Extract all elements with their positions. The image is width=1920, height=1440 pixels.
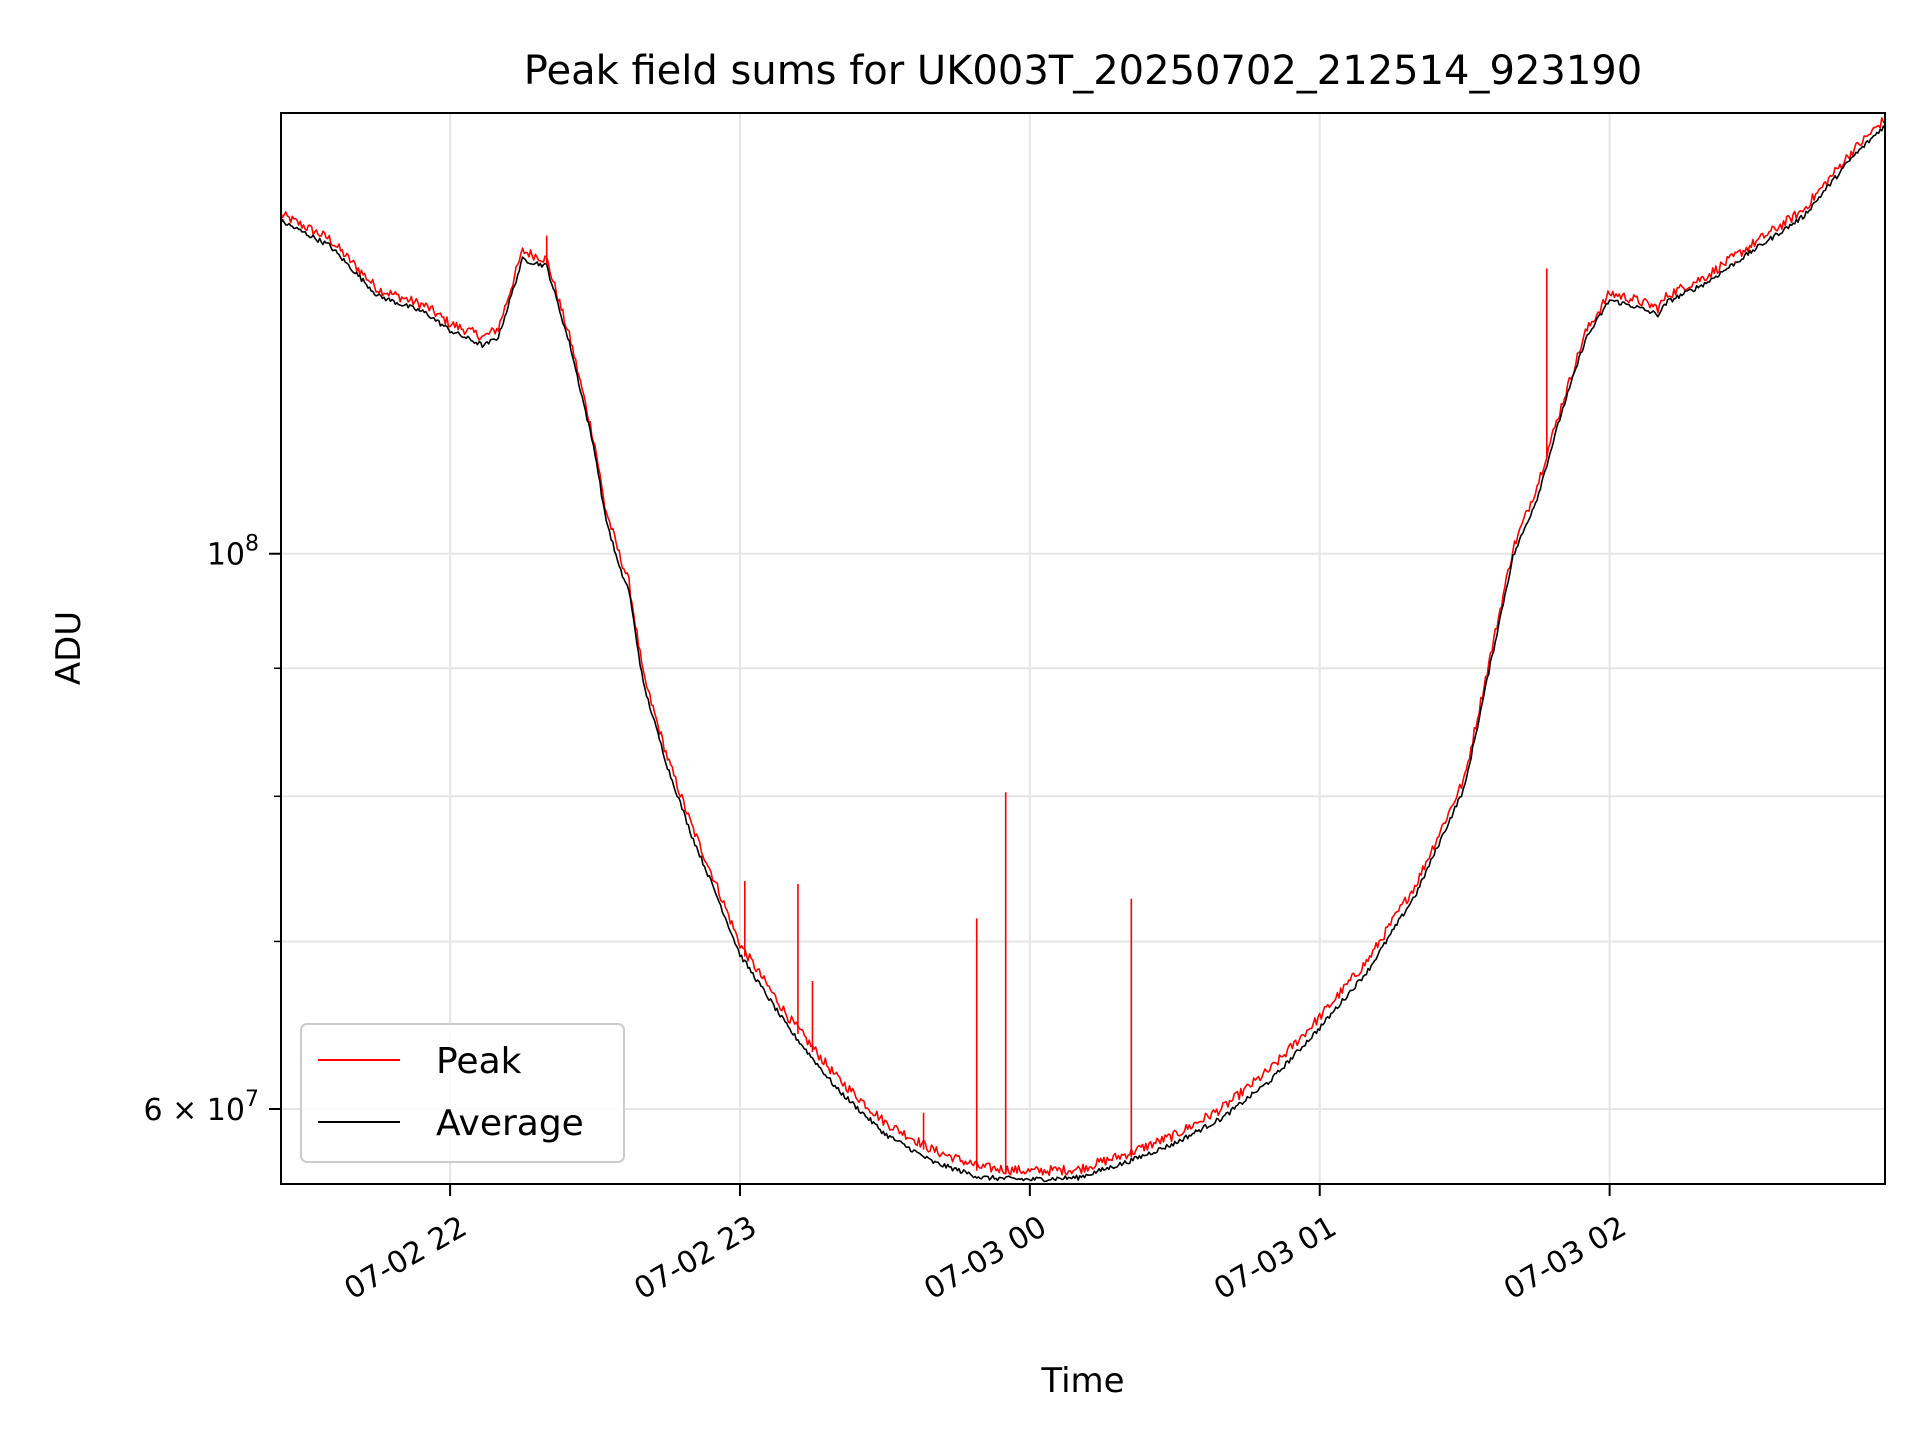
chart-title: Peak field sums for UK003T_20250702_2125… [524,48,1642,94]
x-axis-label: Time [1040,1361,1124,1401]
y-axis-ticks: 108 6 × 107 [144,532,281,1128]
y-tick-label: 6 × 107 [144,1087,259,1128]
series-line-peak [280,117,1886,1176]
series-line-average [280,125,1886,1183]
legend-peak-label: Peak [436,1041,522,1082]
axes-frame [280,112,1886,1185]
plot-series [280,117,1886,1183]
legend: Peak Average [300,1023,625,1163]
y-axis-label: ADU [49,611,89,685]
legend-average-label: Average [436,1103,584,1144]
grid-lines [281,113,1885,1184]
y-tick-label: 108 [207,532,259,573]
legend-box [300,1023,625,1163]
